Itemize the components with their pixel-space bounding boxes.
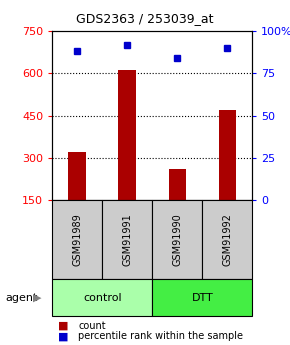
Text: DTT: DTT xyxy=(191,293,213,303)
Text: GDS2363 / 253039_at: GDS2363 / 253039_at xyxy=(76,12,214,26)
Text: percentile rank within the sample: percentile rank within the sample xyxy=(78,332,243,341)
Text: ■: ■ xyxy=(58,321,68,331)
Text: GSM91992: GSM91992 xyxy=(222,213,232,266)
Text: control: control xyxy=(83,293,122,303)
Bar xyxy=(219,110,236,200)
Text: GSM91990: GSM91990 xyxy=(172,214,182,266)
Text: agent: agent xyxy=(6,293,38,303)
Text: GSM91991: GSM91991 xyxy=(122,214,132,266)
Text: count: count xyxy=(78,321,106,331)
Bar xyxy=(119,70,136,200)
Bar xyxy=(168,169,186,200)
Text: GSM91989: GSM91989 xyxy=(72,214,82,266)
Bar xyxy=(68,152,86,200)
Text: ■: ■ xyxy=(58,332,68,341)
Text: ▶: ▶ xyxy=(33,293,42,303)
